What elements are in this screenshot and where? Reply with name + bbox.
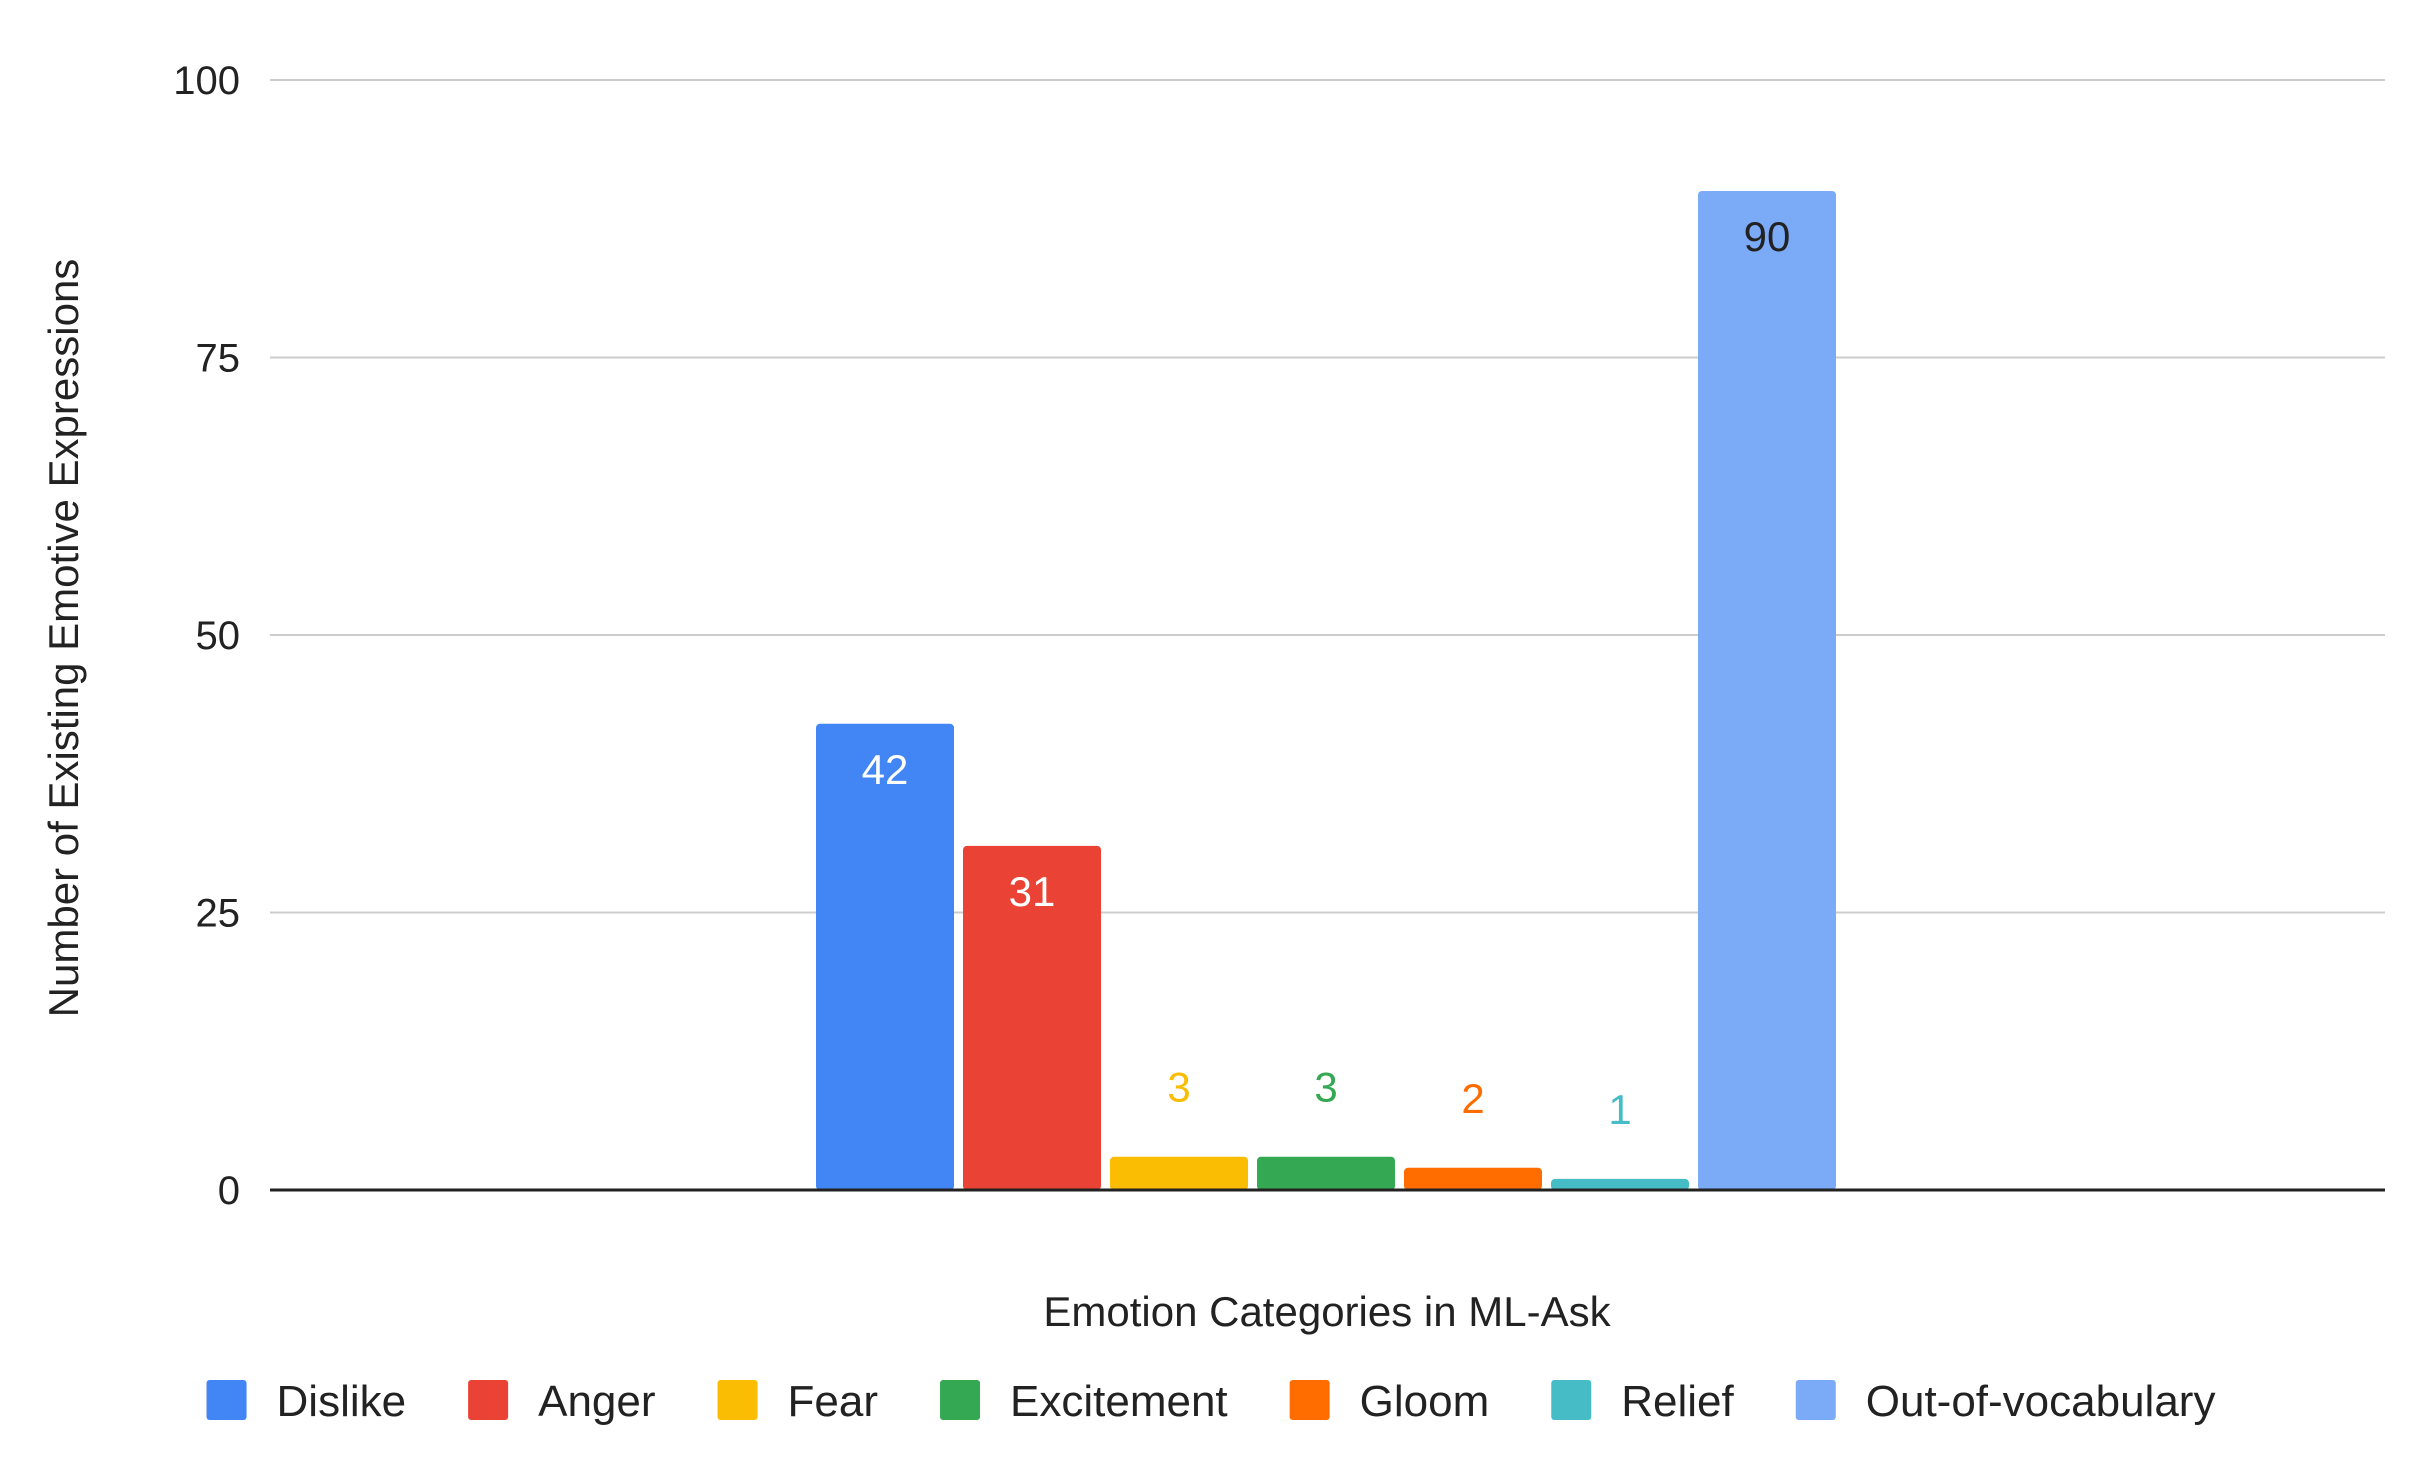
bar-anger	[963, 845, 1101, 1190]
legend-swatch	[206, 1380, 247, 1420]
legend-swatch	[940, 1380, 981, 1420]
data-labels: 42 31 3 3 2 1 90	[862, 213, 1791, 1133]
data-label-anger: 31	[1009, 868, 1056, 915]
y-tick-label: 50	[196, 614, 241, 658]
bar-excitement	[1257, 1156, 1395, 1190]
legend-swatch	[468, 1380, 509, 1420]
data-label-fear: 3	[1167, 1064, 1190, 1111]
legend: Dislike Anger Fear Excitement Gloom Relief Out…	[206, 1377, 2216, 1426]
legend-label: Relief	[1621, 1377, 1734, 1426]
legend-label: Fear	[788, 1377, 878, 1426]
bar-dislike	[816, 723, 954, 1190]
legend-swatch	[717, 1380, 758, 1420]
y-axis-ticks: 0 25 50 75 100	[173, 59, 240, 1213]
y-tick-label: 25	[196, 892, 241, 936]
legend-label: Anger	[538, 1377, 655, 1426]
x-axis-title: Emotion Categories in ML-Ask	[1043, 1288, 1611, 1335]
data-label-excitement: 3	[1314, 1064, 1337, 1111]
bar-fear	[1110, 1156, 1248, 1190]
legend-item-anger: Anger	[468, 1377, 656, 1426]
data-label-gloom: 2	[1461, 1075, 1484, 1122]
bars	[816, 191, 1836, 1190]
y-tick-label: 100	[173, 59, 240, 103]
legend-item-excitement: Excitement	[940, 1377, 1228, 1426]
legend-item-out-of-vocabulary: Out-of-vocabulary	[1795, 1377, 2216, 1426]
bar-relief	[1551, 1178, 1689, 1190]
data-label-relief: 1	[1608, 1086, 1631, 1133]
legend-item-dislike: Dislike	[206, 1377, 407, 1426]
legend-label: Dislike	[277, 1377, 407, 1426]
bar-gloom	[1404, 1167, 1542, 1190]
legend-item-relief: Relief	[1551, 1377, 1735, 1426]
legend-swatch	[1551, 1380, 1592, 1420]
legend-label: Gloom	[1360, 1377, 1490, 1426]
y-tick-label: 75	[196, 337, 241, 381]
y-axis-title: Number of Existing Emotive Expressions	[40, 259, 87, 1018]
legend-item-gloom: Gloom	[1289, 1377, 1490, 1426]
legend-item-fear: Fear	[717, 1377, 878, 1426]
data-label-dislike: 42	[862, 746, 909, 793]
gridlines	[270, 79, 2385, 914]
legend-swatch	[1289, 1380, 1330, 1420]
y-tick-label: 0	[218, 1169, 240, 1213]
legend-swatch	[1795, 1380, 1836, 1420]
legend-label: Excitement	[1010, 1377, 1228, 1426]
bar-out-of-vocabulary	[1698, 191, 1836, 1190]
data-label-out-of-vocabulary: 90	[1744, 213, 1791, 260]
legend-label: Out-of-vocabulary	[1866, 1377, 2216, 1426]
